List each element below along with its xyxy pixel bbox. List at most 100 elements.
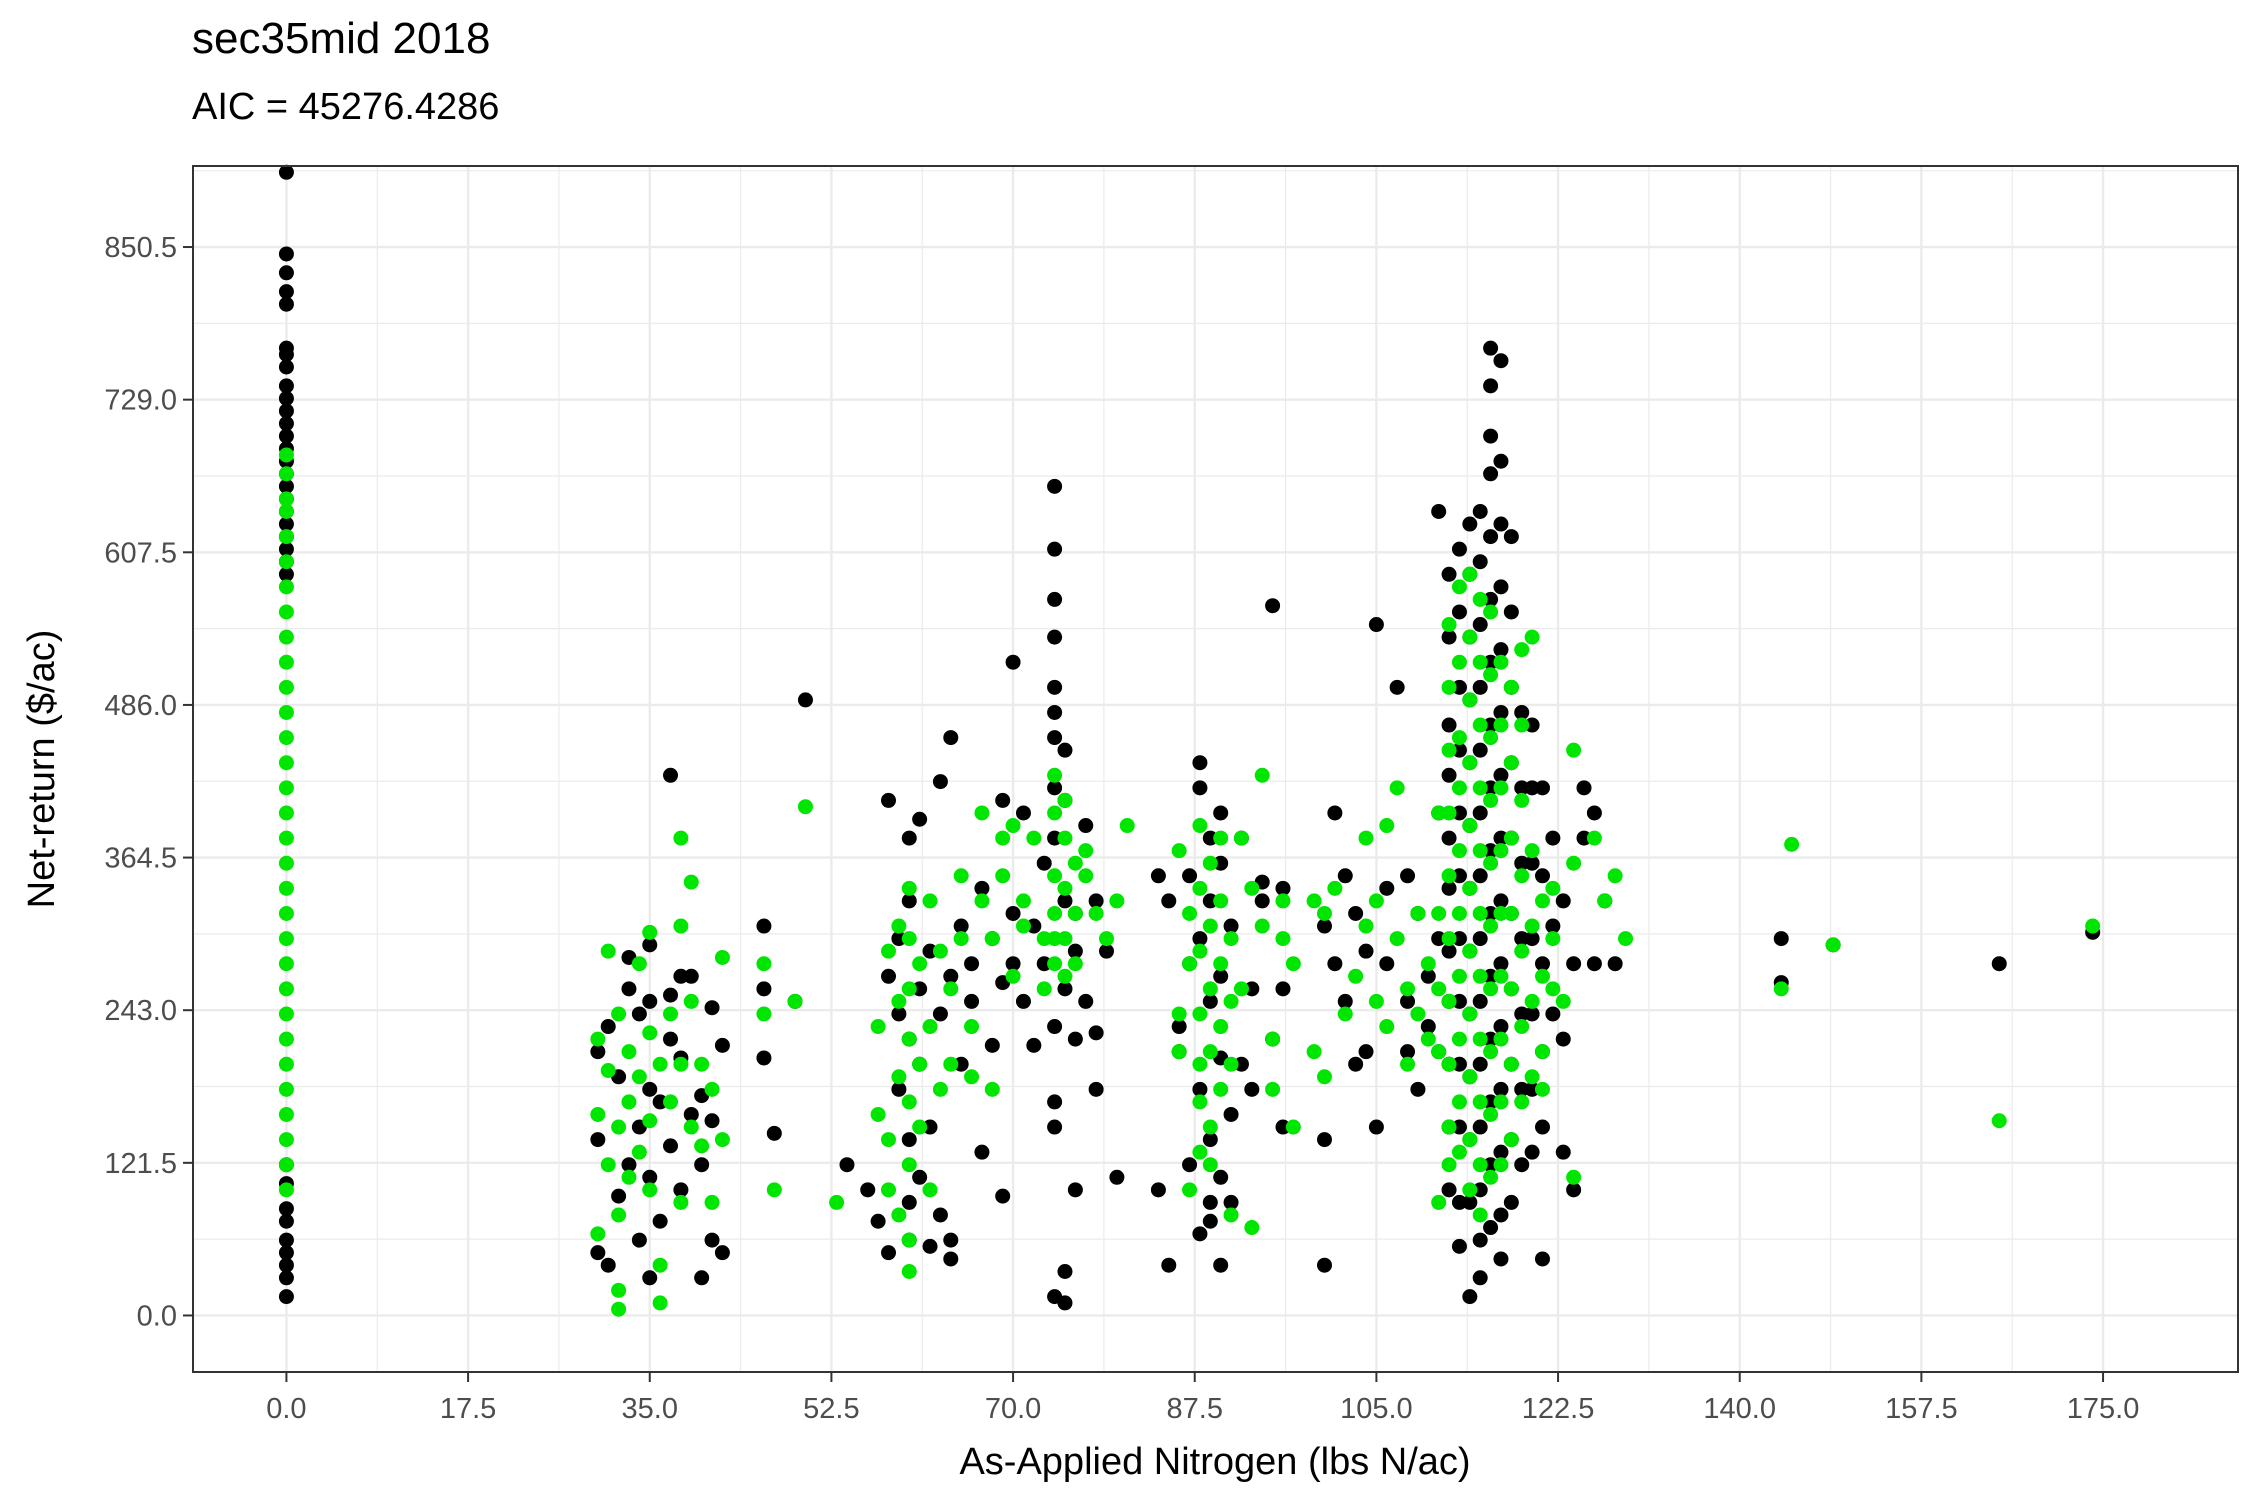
observed-point	[1182, 868, 1198, 884]
observed-point	[590, 1245, 606, 1261]
predicted-point	[1545, 880, 1561, 896]
predicted-point	[1182, 956, 1198, 972]
observed-point	[652, 1094, 668, 1110]
observed-point	[1472, 679, 1488, 695]
observed-point	[1451, 931, 1467, 947]
predicted-point	[1026, 830, 1042, 846]
observed-point	[1586, 805, 1602, 821]
predicted-point	[1410, 905, 1426, 921]
predicted-point	[756, 956, 772, 972]
predicted-point	[1244, 880, 1260, 896]
observed-point	[1493, 893, 1509, 909]
predicted-point	[1047, 956, 1063, 972]
observed-point	[1534, 956, 1550, 972]
predicted-point	[631, 1069, 647, 1085]
observed-point	[1472, 1232, 1488, 1248]
observed-point	[1182, 1157, 1198, 1173]
observed-point	[1524, 931, 1540, 947]
predicted-point	[1462, 755, 1478, 771]
predicted-point	[1015, 893, 1031, 909]
observed-point	[1244, 981, 1260, 997]
y-tick-label: 607.5	[104, 537, 177, 569]
predicted-point	[1254, 918, 1270, 934]
observed-point	[1566, 1182, 1582, 1198]
predicted-point	[1545, 931, 1561, 947]
observed-point	[1514, 1006, 1530, 1022]
observed-point	[1202, 1213, 1218, 1229]
observed-point	[1555, 893, 1571, 909]
observed-point	[1483, 378, 1499, 394]
predicted-point	[278, 931, 294, 947]
observed-point	[1503, 604, 1519, 620]
predicted-point	[974, 805, 990, 821]
predicted-point	[278, 1132, 294, 1148]
predicted-point	[621, 1044, 637, 1060]
observed-point	[278, 403, 294, 419]
predicted-point	[1441, 617, 1457, 633]
predicted-point	[1514, 868, 1530, 884]
observed-point	[278, 478, 294, 494]
predicted-point	[922, 1019, 938, 1035]
predicted-point	[1223, 993, 1239, 1009]
observed-point	[1420, 1019, 1436, 1035]
predicted-point	[953, 868, 969, 884]
predicted-point	[1472, 843, 1488, 859]
observed-point	[1462, 516, 1478, 532]
predicted-point	[912, 1119, 928, 1135]
predicted-point	[1597, 893, 1613, 909]
observed-point	[1472, 1119, 1488, 1135]
predicted-point	[611, 1119, 627, 1135]
predicted-point	[278, 654, 294, 670]
observed-point	[1202, 1132, 1218, 1148]
predicted-point	[1462, 1132, 1478, 1148]
predicted-point	[1514, 1094, 1530, 1110]
observed-point	[278, 1213, 294, 1229]
observed-point	[1057, 893, 1073, 909]
predicted-point	[642, 1025, 658, 1041]
predicted-point	[278, 629, 294, 645]
predicted-point	[1431, 981, 1447, 997]
predicted-point	[694, 1056, 710, 1072]
predicted-point	[1192, 1006, 1208, 1022]
x-tick-label: 52.5	[803, 1393, 859, 1425]
y-tick-label: 364.5	[104, 843, 177, 875]
observed-point	[1483, 780, 1499, 796]
observed-point	[621, 1157, 637, 1173]
observed-point	[278, 378, 294, 394]
observed-point	[1545, 830, 1561, 846]
observed-point	[1514, 1157, 1530, 1173]
predicted-point	[1400, 981, 1416, 997]
observed-point	[891, 1006, 907, 1022]
observed-point	[1067, 943, 1083, 959]
observed-point	[1493, 1019, 1509, 1035]
predicted-point	[1462, 880, 1478, 896]
predicted-point	[1451, 1031, 1467, 1047]
predicted-point	[278, 1031, 294, 1047]
predicted-point	[1285, 956, 1301, 972]
predicted-point	[642, 924, 658, 940]
observed-point	[1773, 931, 1789, 947]
observed-point	[943, 1251, 959, 1267]
observed-point	[278, 541, 294, 557]
predicted-point	[1213, 830, 1229, 846]
predicted-point	[1524, 629, 1540, 645]
observed-point	[683, 968, 699, 984]
observed-point	[1514, 931, 1530, 947]
predicted-point	[600, 943, 616, 959]
predicted-point	[1420, 1031, 1436, 1047]
observed-point	[1368, 617, 1384, 633]
x-tick-label: 175.0	[2067, 1393, 2140, 1425]
observed-point	[1493, 704, 1509, 720]
predicted-point	[673, 918, 689, 934]
observed-point	[1493, 353, 1509, 369]
y-tick-label: 850.5	[104, 232, 177, 264]
data-points	[278, 164, 2101, 1317]
predicted-point	[1316, 1069, 1332, 1085]
predicted-point	[1233, 981, 1249, 997]
observed-point	[1348, 1056, 1364, 1072]
observed-point	[631, 1006, 647, 1022]
observed-point	[663, 987, 679, 1003]
observed-point	[1379, 956, 1395, 972]
observed-point	[1472, 617, 1488, 633]
